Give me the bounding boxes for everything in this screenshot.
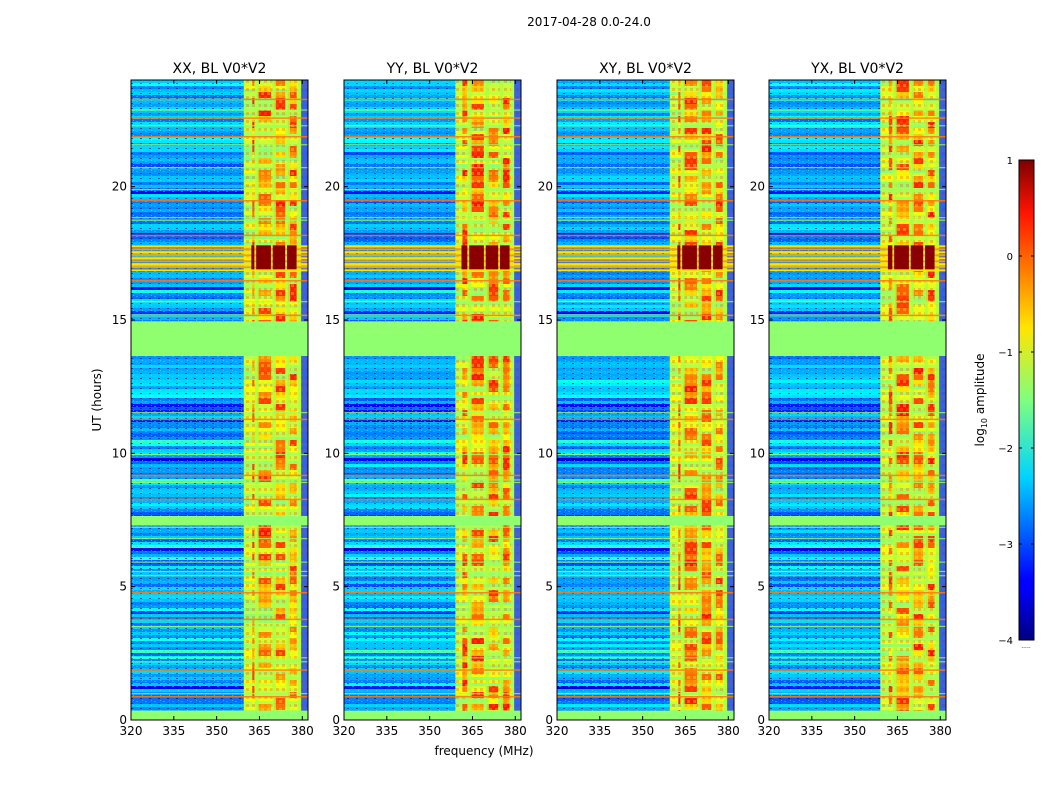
- colorbar-tick-label: −3: [998, 540, 1013, 551]
- panel-title: YX, BL V0*V2: [810, 61, 904, 77]
- y-tick-label: 15: [538, 313, 553, 327]
- y-tick-label: 0: [545, 713, 553, 727]
- colorbar-tick-label: 0: [1007, 252, 1013, 263]
- spectrogram-panel-1: [131, 80, 308, 720]
- colorbar: 1 0 −1 −2 −3 −4 log10 amplitude .....: [973, 156, 1035, 650]
- x-tick-label: 320: [758, 724, 781, 738]
- x-tick-label: 380: [291, 724, 314, 738]
- panel-title: XX, BL V0*V2: [173, 61, 267, 77]
- y-tick-label: 10: [325, 446, 340, 460]
- x-tick-label: 350: [418, 724, 441, 738]
- x-tick-label: 350: [843, 724, 866, 738]
- x-tick-label: 320: [120, 724, 143, 738]
- y-tick-label: 15: [750, 313, 765, 327]
- x-tick-label: 380: [504, 724, 527, 738]
- x-tick-label: 365: [674, 724, 697, 738]
- panel-2: YY, BL V0*V2 320 335 350 365 380 0 5 10 15 20: [325, 61, 527, 738]
- y-tick-label: 10: [750, 446, 765, 460]
- colorbar-tick-label: −1: [998, 348, 1013, 359]
- y-tick-label: 0: [332, 713, 340, 727]
- x-axis-label: frequency (MHz): [434, 744, 533, 758]
- panel-frame: [768, 79, 947, 721]
- colorbar-label: log10 amplitude: [973, 354, 989, 447]
- colorbar-ticks: 1 0 −1 −2 −3 −4: [998, 156, 1034, 647]
- y-tick-label: 0: [757, 713, 765, 727]
- y-tick-label: 20: [112, 180, 127, 194]
- x-tick-label: 380: [929, 724, 952, 738]
- spectrogram-panel-2: [344, 80, 521, 720]
- y-axis-label: UT (hours): [90, 368, 104, 431]
- colorbar-tick-label: −2: [998, 444, 1013, 455]
- colorbar-gradient: [1018, 159, 1035, 641]
- spectrogram-panel-3: [557, 80, 734, 720]
- x-tick-label: 365: [886, 724, 909, 738]
- x-tick-label: 335: [162, 724, 185, 738]
- x-tick-label: 350: [631, 724, 654, 738]
- spectrogram-panel-4: [769, 80, 946, 720]
- y-tick-label: 5: [332, 580, 340, 594]
- panel-frame: [556, 79, 735, 721]
- x-tick-label: 335: [375, 724, 398, 738]
- y-tick-label: 20: [538, 180, 553, 194]
- panel-3: XY, BL V0*V2 320 335 350 365 380 0 5 10 15 20: [538, 61, 740, 738]
- x-tick-label: 335: [588, 724, 611, 738]
- y-tick-label: 5: [119, 580, 127, 594]
- x-tick-label: 365: [461, 724, 484, 738]
- y-tick-label: 5: [545, 580, 553, 594]
- x-tick-label: 365: [248, 724, 271, 738]
- colorbar-extra-label: .....: [1021, 643, 1031, 650]
- panel-4: YX, BL V0*V2 320 335 350 365 380 0 5 10 15 20: [750, 61, 952, 738]
- panel-frame: [343, 79, 522, 721]
- y-tick-label: 15: [325, 313, 340, 327]
- x-tick-label: 350: [205, 724, 228, 738]
- x-tick-label: 320: [546, 724, 569, 738]
- panel-title: YY, BL V0*V2: [386, 61, 479, 77]
- y-tick-label: 5: [757, 580, 765, 594]
- y-tick-label: 10: [112, 446, 127, 460]
- colorbar-tick-label: 1: [1007, 156, 1013, 167]
- panel-1: XX, BL V0*V2 320 335 350 365 380 0 5 10 15 20: [112, 61, 314, 738]
- panel-frame: [130, 79, 309, 721]
- x-tick-label: 320: [333, 724, 356, 738]
- y-tick-label: 20: [325, 180, 340, 194]
- y-tick-label: 15: [112, 313, 127, 327]
- panel-title: XY, BL V0*V2: [599, 61, 692, 77]
- colorbar-tick-label: −4: [998, 636, 1013, 647]
- y-tick-label: 0: [119, 713, 127, 727]
- figure-title: 2017-04-28 0.0-24.0: [527, 15, 651, 29]
- x-tick-label: 380: [717, 724, 740, 738]
- y-tick-label: 20: [750, 180, 765, 194]
- y-tick-label: 10: [538, 446, 553, 460]
- x-tick-label: 335: [800, 724, 823, 738]
